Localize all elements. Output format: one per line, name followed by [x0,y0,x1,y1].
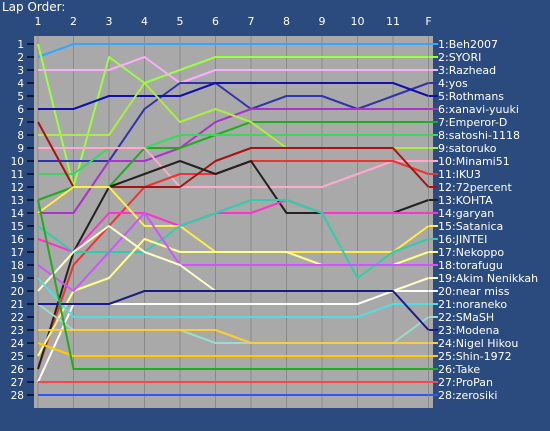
plot-area [34,36,433,408]
x-tick-label: 7 [248,15,255,28]
series-line [37,199,429,279]
legend-label: 23:Modena [438,324,499,337]
legend-label: 16:JINTEI [438,233,487,246]
y-tick-label: 13 [11,195,24,207]
x-tick-label: 10 [351,15,365,28]
y-tick-label: 28 [11,390,24,402]
y-tick-label: 17 [11,247,24,259]
x-tick-label: 8 [283,15,290,28]
series-line [38,290,430,331]
x-tick-label: 1 [35,15,42,28]
series-line [37,199,429,253]
legend-label: 25:Shin-1972 [438,350,512,363]
x-tick-label: F [425,15,431,28]
legend-label: 9:satoruko [438,142,497,155]
y-tick-label: 14 [11,208,25,220]
x-tick-label: 5 [177,15,184,28]
legend-label: 3:Razhead [438,64,496,77]
series-line [37,212,429,292]
y-tick-label: 18 [11,260,24,272]
legend-label: 20:near miss [438,285,510,298]
y-tick-label: 11 [11,169,24,181]
series-line [38,82,429,162]
y-tick-label: 3 [17,65,24,77]
y-tick-labels: 1234567891011121314151617181920212223242… [11,39,34,402]
y-tick-label: 6 [17,104,24,116]
y-tick-label: 22 [11,312,24,324]
x-tick-label: 6 [212,15,219,28]
legend-label: 18:torafugu [438,259,503,272]
y-tick-label: 20 [11,286,24,298]
legend-label: 19:Akim Nenikkah [438,272,538,285]
y-tick-label: 15 [11,221,24,233]
x-tick-label: 4 [141,15,148,28]
y-tick-label: 2 [17,52,24,64]
x-tick-label: 2 [70,15,77,28]
x-tick-label: 3 [106,15,113,28]
y-tick-label: 7 [17,117,24,129]
legend-label: 14:garyan [438,207,494,220]
y-tick-label: 4 [17,78,24,90]
y-tick-label: 12 [11,182,24,194]
x-tick-label: 9 [319,15,326,28]
legend: 1:Beh20072:SYORI3:Razhead4:yos5:Rothmans… [429,38,538,402]
y-tick-label: 16 [11,234,25,246]
legend-label: 24:Nigel Hikou [438,337,518,350]
series-line [38,56,429,84]
y-tick-label: 9 [17,143,24,155]
y-tick-label: 1 [17,39,24,51]
series-line [38,329,429,344]
grid [37,36,429,408]
legend-label: 2:SYORI [438,51,481,64]
legend-label: 1:Beh2007 [438,38,498,51]
series-line [37,342,429,357]
legend-label: 7:Emperor-D [438,116,507,129]
legend-label: 5:Rothmans [438,90,504,103]
y-tick-label: 27 [11,377,24,389]
legend-label: 8:satoshi-1118 [438,129,520,142]
legend-label: 27:ProPan [438,376,493,389]
legend-label: 21:noraneko [438,298,507,311]
legend-label: 26:Take [438,363,480,376]
series-line [37,43,429,58]
y-tick-label: 25 [11,351,24,363]
series-line [38,147,429,188]
legend-label: 12:72percent [438,181,513,194]
legend-label: 17:Nekoppo [438,246,504,259]
y-tick-label: 23 [11,325,24,337]
y-tick-label: 10 [11,156,24,168]
legend-label: 13:KOHTA [438,194,493,207]
y-tick-label: 26 [11,364,25,376]
y-tick-label: 5 [17,91,24,103]
series-line [37,43,429,188]
legend-label: 28:zerosiki [438,389,497,402]
legend-label: 4:yos [438,77,468,90]
x-tick-label: 11 [386,15,400,28]
y-tick-label: 21 [11,299,24,311]
legend-label: 15:Satanica [438,220,503,233]
chart-title: Lap Order: [2,0,65,14]
series-line [37,277,429,318]
y-tick-label: 8 [17,130,24,142]
series-line [38,82,429,110]
series-lines [37,43,430,396]
series-line [38,134,429,175]
legend-label: 10:Minami51 [438,155,510,168]
x-tick-labels: 1 2 3 4 5 6 7 8 9 10 11 F [35,15,432,28]
y-tick-label: 24 [11,338,25,350]
y-tick-label: 19 [11,273,24,285]
legend-label: 11:IKU3 [438,168,481,181]
legend-label: 6:xanavi-yuuki [438,103,519,116]
series-line [37,199,429,370]
legend-label: 22:SMaSH [438,311,494,324]
